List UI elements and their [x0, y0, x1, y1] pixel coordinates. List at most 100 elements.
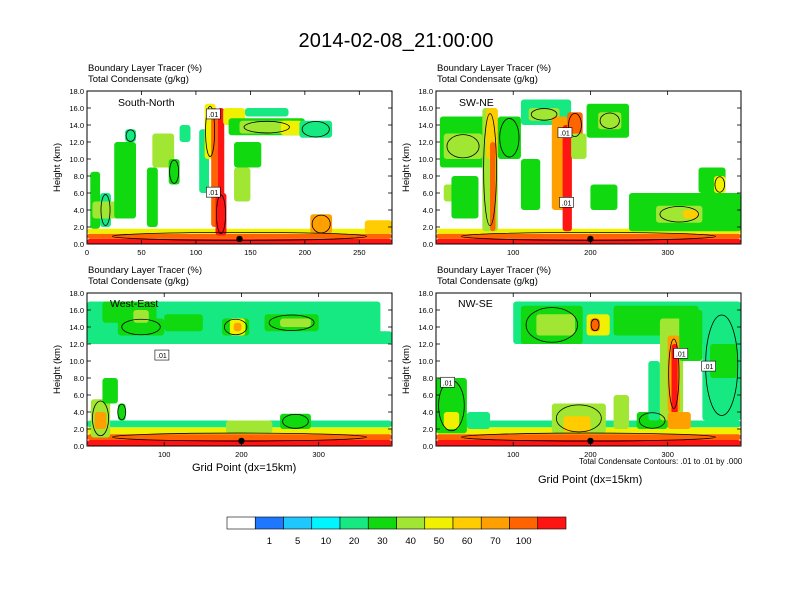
y-tick-label: 16.0 [69, 104, 84, 113]
y-tick-label: 14.0 [418, 121, 433, 130]
y-tick-label: 8.0 [423, 172, 433, 181]
figure-title: 2014-02-08_21:00:00 [298, 30, 494, 52]
y-tick-label: 18.0 [69, 87, 84, 96]
y-tick-label: 0.0 [423, 442, 433, 451]
panel-title-line1: Boundary Layer Tracer (%) [437, 63, 552, 74]
tracer-cell [490, 142, 496, 232]
y-tick-label: 0.0 [74, 442, 84, 451]
condensate-contour [599, 112, 620, 129]
location-marker [238, 437, 245, 445]
condensate-contour [223, 318, 248, 336]
tracer-cell [280, 318, 311, 327]
y-tick-label: 16.0 [418, 104, 433, 113]
tracer-cell [233, 322, 242, 332]
colorbar: 1 5 10 20 30 40 50 60 70 100 [226, 516, 567, 547]
condensate-contour [555, 404, 602, 433]
tracer-cell [152, 133, 175, 168]
panel-title-line2: Total Condensate (g/kg) [88, 74, 189, 85]
condensate-contour [483, 113, 497, 227]
condensate-contour [282, 413, 309, 429]
tracer-cell [87, 434, 392, 441]
colorbar-swatch [537, 516, 567, 530]
y-axis-label: Height (km) [52, 345, 63, 394]
tracer-cell [683, 210, 699, 219]
y-tick-label: 8.0 [74, 374, 84, 383]
tracer-cell [436, 434, 741, 441]
x-axis-label-nw-se: Grid Point (dx=15km) [538, 474, 643, 486]
panel-title-line1: Boundary Layer Tracer (%) [88, 265, 203, 276]
tracer-cell [114, 142, 137, 219]
contour-label: .01 [676, 351, 686, 358]
condensate-contour [169, 159, 180, 184]
panel-title-line1: Boundary Layer Tracer (%) [88, 63, 203, 74]
condensate-contour [92, 400, 109, 437]
y-tick-label: 12.0 [69, 340, 84, 349]
x-tick-label: 100 [190, 248, 203, 257]
x-axis-label-west-east: Grid Point (dx=15km) [192, 462, 297, 474]
tracer-cell [94, 412, 107, 429]
y-tick-label: 16.0 [418, 306, 433, 315]
tracer-cell [667, 412, 691, 429]
tracer-cell [528, 108, 560, 121]
y-tick-label: 12.0 [418, 340, 433, 349]
condensate-contour [311, 214, 331, 234]
colorbar-swatch [311, 516, 341, 530]
condensate-contour [590, 318, 600, 332]
y-tick-label: 6.0 [74, 189, 84, 198]
contour-note: Total Condensate Contours: .01 to .01 by… [579, 457, 743, 466]
tracer-cell [710, 344, 738, 378]
tracer-cell [648, 361, 660, 421]
contour-label: .01 [443, 380, 453, 387]
y-tick-label: 4.0 [74, 206, 84, 215]
colorbar-swatch [480, 516, 510, 530]
y-tick-label: 6.0 [74, 391, 84, 400]
tracer-cell [164, 314, 203, 332]
y-tick-label: 0.0 [423, 240, 433, 249]
region-label-west-east: West-East [110, 298, 159, 310]
y-tick-label: 2.0 [74, 223, 84, 232]
y-axis-label: Height (km) [401, 143, 412, 192]
condensate-contour [216, 194, 226, 234]
y-tick-label: 16.0 [69, 306, 84, 315]
y-tick-label: 2.0 [423, 425, 433, 434]
tracer-cell [497, 116, 521, 159]
contour-label-box [673, 348, 689, 359]
panel-title-nw-se: Boundary Layer Tracer (%) Total Condensa… [437, 265, 551, 287]
x-tick-label: 50 [137, 248, 145, 257]
tracer-cell [466, 412, 491, 429]
panel-title-sw-ne: Boundary Layer Tracer (%) Total Condensa… [437, 63, 551, 85]
tracer-cell [713, 176, 726, 193]
plot-frame [435, 292, 742, 447]
y-tick-label: 4.0 [423, 206, 433, 215]
colorbar-swatch [509, 516, 539, 530]
x-tick-label: 200 [235, 450, 248, 459]
tracer-cell [310, 214, 333, 234]
x-tick-label: 200 [584, 248, 597, 257]
tracer-cell [598, 112, 622, 130]
panel-title-line1: Boundary Layer Tracer (%) [437, 265, 552, 276]
condensate-contour [121, 318, 161, 336]
condensate-contour [638, 412, 666, 429]
condensate-contour [100, 194, 111, 226]
tracer-cell [133, 310, 149, 323]
condensate-contour [205, 105, 216, 157]
tracer-cell [117, 403, 126, 421]
condensate-contour [268, 314, 315, 331]
contour-label: .01 [562, 200, 572, 207]
contour-label-box [440, 376, 455, 388]
colorbar-label: 1 [267, 536, 272, 547]
tracer-cell [92, 201, 120, 219]
condensate-contour [117, 403, 127, 421]
y-tick-label: 18.0 [418, 289, 433, 298]
y-tick-label: 14.0 [418, 323, 433, 332]
y-tick-label: 10.0 [418, 357, 433, 366]
condensate-contour [659, 206, 699, 223]
region-label-south-north: South-North [118, 97, 175, 109]
tracer-cell [168, 159, 180, 185]
condensate-contour [301, 121, 330, 138]
y-tick-label: 2.0 [423, 223, 433, 232]
contour-label-box [557, 127, 573, 138]
tracer-cell [234, 142, 262, 168]
